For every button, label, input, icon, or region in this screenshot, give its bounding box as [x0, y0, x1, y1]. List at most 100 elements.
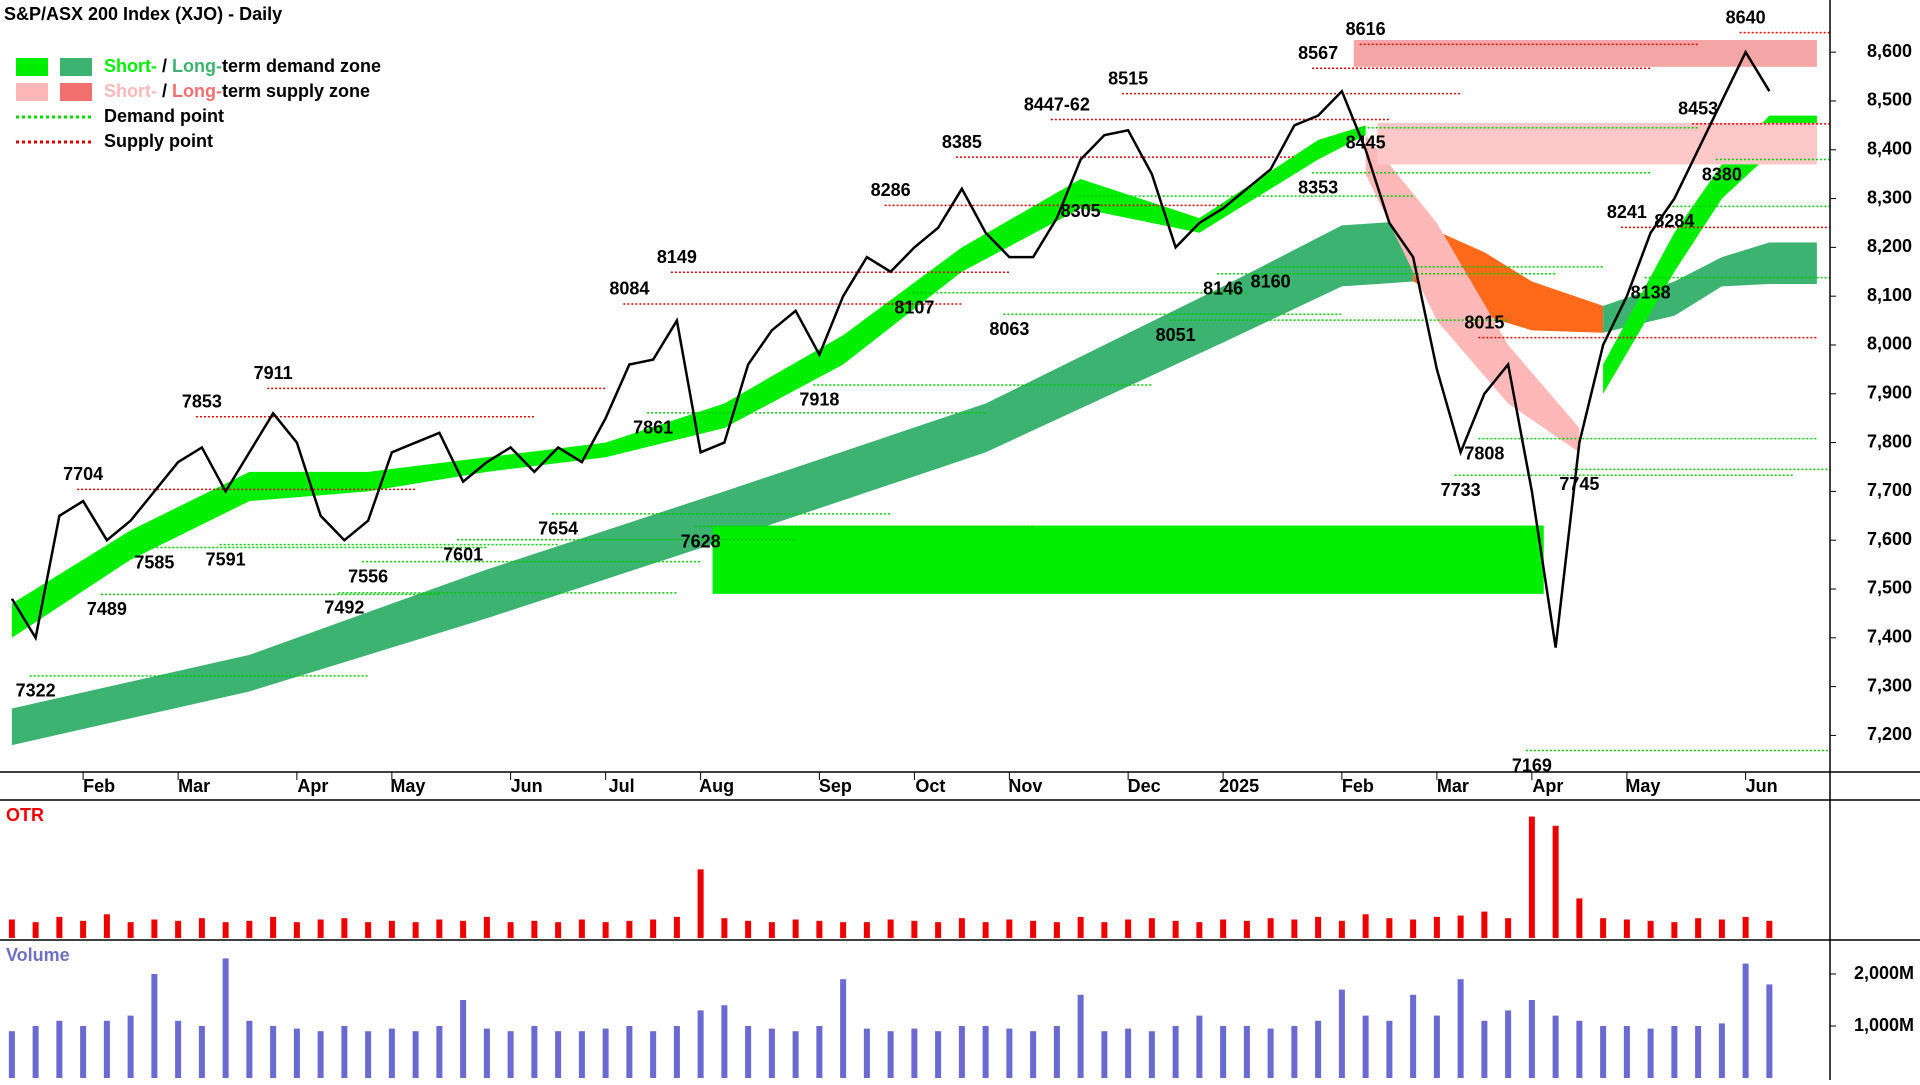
pivot-label: 8515: [1108, 68, 1148, 88]
bar: [935, 922, 942, 938]
bar: [768, 1028, 775, 1078]
bar: [1291, 1026, 1298, 1078]
legend-label: Supply point: [104, 131, 213, 151]
bar: [1576, 1020, 1583, 1078]
bar: [1576, 898, 1583, 938]
legend-swatch: [16, 58, 48, 76]
bar: [341, 1026, 348, 1078]
bar: [103, 914, 110, 938]
bar: [103, 1020, 110, 1078]
zone: [712, 525, 1544, 594]
bar: [863, 922, 870, 938]
y-tick-label: 8,500: [1867, 90, 1912, 110]
bar: [1125, 1028, 1132, 1078]
x-tick-label: Nov: [1008, 776, 1042, 796]
bar: [56, 1020, 63, 1078]
bar: [412, 922, 419, 938]
zone-band: [1365, 135, 1580, 453]
bar: [175, 1020, 182, 1078]
x-tick-label: Feb: [83, 776, 115, 796]
bar: [650, 919, 657, 938]
bar: [1148, 918, 1155, 938]
bar: [1695, 1026, 1702, 1078]
bar: [1101, 922, 1108, 938]
bar: [1220, 919, 1227, 938]
bar: [697, 869, 704, 938]
bar: [80, 1026, 87, 1078]
bar: [198, 1026, 205, 1078]
bar: [127, 922, 134, 938]
bar: [578, 1031, 585, 1078]
bar: [80, 920, 87, 938]
bar: [602, 1028, 609, 1078]
bar: [32, 922, 39, 938]
pivot-label: 8241: [1607, 202, 1647, 222]
bar: [1671, 1026, 1678, 1078]
pivot-label: 8305: [1061, 201, 1101, 221]
bar: [412, 1031, 419, 1078]
pivot-label: 8445: [1346, 133, 1386, 153]
bar: [270, 916, 277, 938]
bar: [1053, 922, 1060, 938]
pivot-label: 8146: [1203, 278, 1243, 298]
bar: [911, 1028, 918, 1078]
bar: [8, 1031, 15, 1078]
x-tick-label: Apr: [1532, 776, 1563, 796]
x-tick-label: Mar: [178, 776, 210, 796]
bar: [1623, 919, 1630, 938]
bar: [721, 1005, 728, 1078]
bar: [436, 919, 443, 938]
legend-swatch: [60, 58, 92, 76]
bar: [222, 922, 229, 938]
y-tick-label: 7,500: [1867, 578, 1912, 598]
pivot-label: 7489: [87, 599, 127, 619]
x-tick-label: 2025: [1219, 776, 1259, 796]
bar: [1386, 918, 1393, 938]
pivot-label: 8453: [1678, 99, 1718, 119]
bar: [1338, 989, 1345, 1078]
bar: [1125, 919, 1132, 938]
y-tick-label: 7,400: [1867, 627, 1912, 647]
pivot-label: 8447-62: [1024, 94, 1090, 114]
pivot-label: 7585: [134, 552, 174, 572]
pivot-label: 8616: [1346, 19, 1386, 39]
bar: [555, 922, 562, 938]
y-tick-label: 8,200: [1867, 236, 1912, 256]
x-tick-label: Jun: [1746, 776, 1778, 796]
panel-title: Volume: [6, 945, 70, 965]
bar: [1006, 1028, 1013, 1078]
bar: [1053, 1026, 1060, 1078]
pivot-label: 8640: [1726, 7, 1766, 27]
bar: [982, 922, 989, 938]
bar: [1172, 920, 1179, 938]
bar: [745, 1026, 752, 1078]
pivot-label: 8353: [1298, 177, 1338, 197]
pivot-label: 8107: [894, 298, 934, 318]
pivot-label: 7322: [16, 681, 56, 701]
bar: [1718, 1023, 1725, 1078]
pivot-label: 8567: [1298, 43, 1338, 63]
pivot-label: 8149: [657, 247, 697, 267]
bar: [697, 1010, 704, 1078]
pivot-label: 8286: [871, 180, 911, 200]
bar: [816, 920, 823, 938]
bar: [1742, 963, 1749, 1078]
bar: [1220, 1026, 1227, 1078]
bar: [56, 916, 63, 938]
bar: [388, 1028, 395, 1078]
bar: [1505, 918, 1512, 938]
x-tick-label: Aug: [699, 776, 734, 796]
bar: [958, 918, 965, 938]
bar: [887, 919, 894, 938]
bar: [792, 919, 799, 938]
x-tick-label: Apr: [297, 776, 328, 796]
bar: [1030, 920, 1037, 938]
legend-swatch: [16, 83, 48, 101]
pivot-label: 8385: [942, 132, 982, 152]
bar: [673, 916, 680, 938]
bar: [1362, 914, 1369, 938]
bar: [1457, 979, 1464, 1078]
pivot-label: 7591: [206, 549, 246, 569]
bar: [8, 919, 15, 938]
bar: [626, 920, 633, 938]
